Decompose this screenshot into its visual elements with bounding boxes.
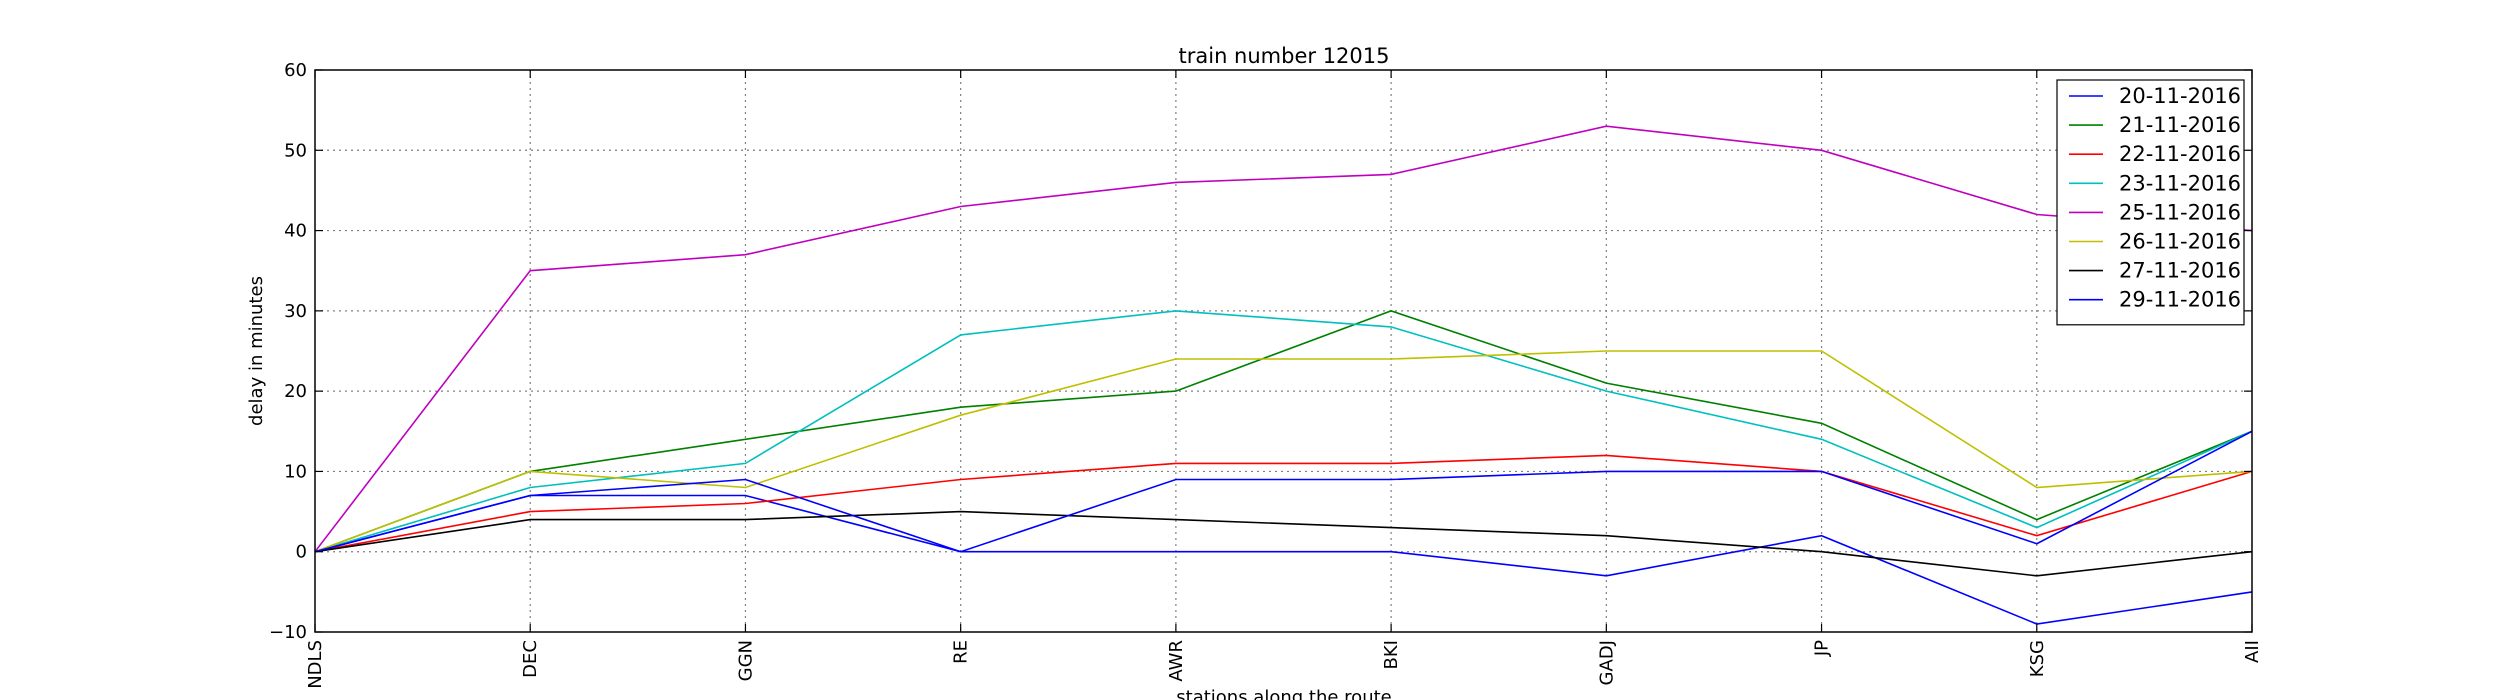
x-tick-label: NDLS	[305, 640, 326, 689]
series-line-20-11-2016	[314, 494, 2253, 625]
y-tick-label: 50	[284, 140, 307, 161]
x-tick-label: AII	[2242, 640, 2263, 663]
series-line-23-11-2016	[314, 310, 2253, 553]
y-tick-label: 60	[284, 60, 307, 81]
series-group	[314, 125, 2253, 625]
y-tick-label: 40	[284, 221, 307, 242]
plot-frame	[314, 69, 2253, 633]
legend-label: 20-11-2016	[2119, 84, 2241, 108]
x-tick-label: AWR	[1166, 640, 1187, 682]
legend-label: 21-11-2016	[2119, 113, 2241, 137]
y-tick-label: −10	[269, 622, 307, 643]
series-line-25-11-2016	[314, 125, 2253, 553]
y-tick-label: 0	[296, 542, 307, 563]
x-tick-label: GGN	[735, 640, 756, 681]
x-tick-label: JP	[1812, 640, 1833, 657]
series-line-22-11-2016	[314, 454, 2253, 553]
y-axis-label: delay in minutes	[246, 276, 267, 426]
x-tick-label: KSG	[2027, 640, 2048, 677]
x-tick-label: DEC	[520, 640, 541, 678]
legend: 20-11-2016 21-11-2016 22-11-2016 23-11-2016…	[2056, 79, 2245, 326]
series-line-26-11-2016	[314, 350, 2253, 553]
x-axis: NDLS DEC GGN RE AWR BKI GADJ JP KSG AII	[305, 70, 2263, 689]
series-line-29-11-2016	[314, 430, 2253, 553]
legend-label: 25-11-2016	[2119, 200, 2241, 224]
y-axis: −10 0 10 20 30 40 50 60	[269, 60, 2252, 643]
y-tick-label: 10	[284, 461, 307, 482]
y-tick-label: 30	[284, 301, 307, 322]
chart-title: train number 12015	[1179, 44, 1390, 68]
series-line-27-11-2016	[314, 510, 2253, 577]
legend-label: 22-11-2016	[2119, 142, 2241, 166]
x-tick-label: GADJ	[1596, 640, 1617, 685]
x-tick-label: RE	[951, 640, 972, 664]
x-axis-label: stations along the route	[1176, 687, 1391, 700]
legend-label: 29-11-2016	[2119, 288, 2241, 312]
series-line-21-11-2016	[314, 310, 2253, 553]
legend-label: 27-11-2016	[2119, 259, 2241, 283]
legend-box	[2056, 79, 2245, 326]
legend-label: 26-11-2016	[2119, 230, 2241, 254]
x-tick-label: BKI	[1381, 640, 1402, 669]
y-tick-label: 20	[284, 381, 307, 402]
legend-label: 23-11-2016	[2119, 171, 2241, 195]
